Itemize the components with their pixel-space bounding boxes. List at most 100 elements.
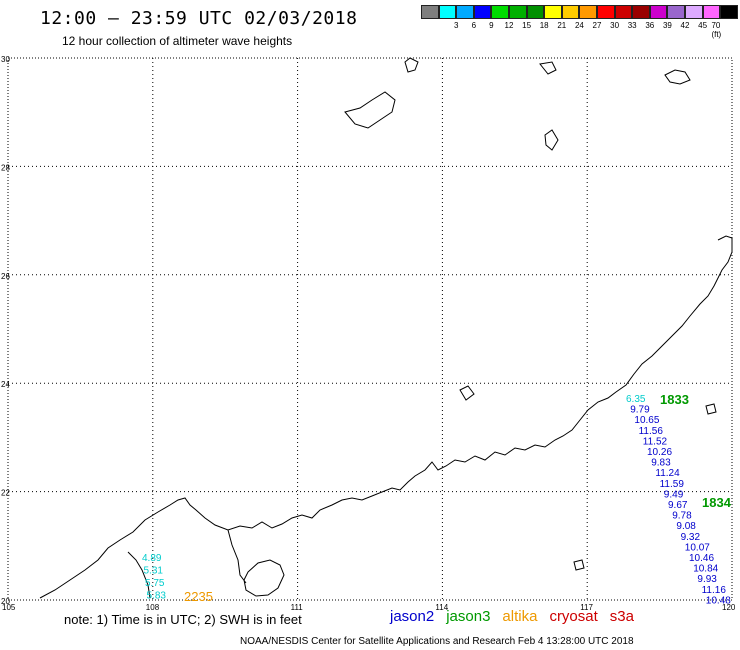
y-tick-22: 22	[1, 489, 10, 498]
y-tick-24: 24	[1, 380, 10, 389]
island-6	[459, 385, 475, 401]
legend-swatch-3	[473, 5, 492, 19]
west-track-value-2: 5.75	[145, 578, 165, 589]
legend-label-9: 30	[610, 21, 620, 30]
island-3	[539, 61, 557, 75]
legend-label-10: 33	[627, 21, 637, 30]
coastline-leizhou	[227, 529, 247, 584]
legend-swatch-0	[421, 5, 439, 19]
x-tick-114: 114	[435, 603, 448, 612]
legend-label-3: 12	[504, 21, 514, 30]
island-4	[544, 129, 559, 151]
west-track-value-0: 4.89	[142, 553, 162, 564]
legend-swatches	[421, 5, 738, 19]
legend-label-11: 36	[645, 21, 655, 30]
legend-labels: 3 6 9 12 15 18 21 24 27 30 33 36 39 42 45 70 (ft)	[421, 19, 738, 39]
coastline-gulf-tonkin	[127, 551, 151, 599]
east-track-value-7: 11.24	[655, 468, 680, 479]
legend-label-14: 45	[698, 21, 708, 30]
track-time-1834: 1834	[702, 495, 732, 510]
legend-swatch-8	[561, 5, 580, 19]
legend-swatch-12	[632, 5, 650, 19]
east-track-value-15: 10.46	[689, 553, 714, 564]
axis-ticks: 105 108 111 114 117 120 30 28 26 24 22 20	[1, 55, 736, 612]
east-track-value-19: 10.48	[706, 595, 731, 606]
east-track-value-2: 10.65	[634, 415, 659, 426]
x-tick-105: 105	[2, 603, 16, 612]
track-time-1833: 1833	[660, 392, 689, 407]
island-2	[344, 91, 396, 129]
east-track-value-9: 9.49	[664, 489, 684, 500]
legend-swatch-5	[508, 5, 527, 19]
satellite-cryosat: cryosat	[549, 608, 598, 625]
x-tick-111: 111	[291, 603, 304, 612]
island-5	[664, 69, 691, 85]
east-track-value-12: 9.08	[676, 521, 696, 532]
east-track-value-6: 9.83	[651, 458, 671, 469]
legend-swatch-9	[579, 5, 597, 19]
hainan-island	[243, 559, 285, 597]
west-track-value-3: 5.83	[147, 591, 167, 602]
legend-swatch-13	[649, 5, 668, 19]
color-legend: 3 6 9 12 15 18 21 24 27 30 33 36 39 42 45 70 (ft)	[421, 5, 738, 39]
note-text: note: 1) Time is in UTC; 2) SWH is in fe…	[64, 612, 302, 627]
coastline-mainland	[39, 251, 733, 599]
east-track-value-14: 10.07	[685, 542, 710, 553]
east-track-value-13: 9.32	[681, 532, 701, 543]
legend-swatch-6	[526, 5, 545, 19]
legend-label-15: 70 (ft)	[711, 21, 722, 39]
satellite-altika: altika	[502, 608, 538, 625]
legend-swatch-14	[667, 5, 685, 19]
east-track-value-3: 11.56	[639, 426, 664, 437]
legend-swatch-15	[684, 5, 703, 19]
legend-swatch-10	[596, 5, 615, 19]
y-tick-26: 26	[1, 272, 10, 281]
track-time-2235: 2235	[184, 589, 213, 604]
y-tick-28: 28	[1, 163, 10, 172]
map-frame	[7, 57, 733, 601]
east-track-value-4: 11.52	[643, 436, 668, 447]
legend-swatch-1	[438, 5, 457, 19]
east-track-value-5: 10.26	[647, 447, 672, 458]
satellite-jason2: jason2	[390, 608, 435, 625]
x-tick-117: 117	[580, 603, 593, 612]
east-track-value-1: 9.79	[630, 405, 650, 416]
satellite-jason3: jason3	[446, 608, 491, 625]
satellite-s3a: s3a	[609, 608, 634, 625]
legend-label-7: 24	[574, 21, 584, 30]
east-track-value-11: 9.78	[672, 511, 692, 522]
legend-label-2: 9	[489, 21, 494, 30]
legend-swatch-7	[544, 5, 562, 19]
x-tick-120: 120	[722, 603, 736, 612]
legend-label-13: 42	[680, 21, 690, 30]
legend-label-4: 15	[522, 21, 532, 30]
island-1	[404, 57, 419, 73]
map-title: 12:00 – 23:59 UTC 02/03/2018	[40, 8, 358, 29]
east-track-value-16: 10.84	[693, 564, 718, 575]
legend-label-8: 27	[592, 21, 602, 30]
legend-swatch-16	[702, 5, 721, 19]
y-tick-30: 30	[1, 55, 10, 64]
legend-label-6: 21	[557, 21, 567, 30]
east-track-value-10: 9.67	[668, 500, 688, 511]
satellite-list: jason2 jason3 altika cryosat s3a	[390, 608, 646, 625]
east-track-value-18: 11.16	[702, 585, 727, 596]
x-tick-108: 108	[146, 603, 160, 612]
legend-swatch-17	[720, 5, 738, 19]
island-8	[573, 559, 585, 571]
east-track-values: 6.359.7910.6511.5611.5210.269.8311.2411.…	[626, 394, 731, 606]
legend-label-12: 39	[662, 21, 672, 30]
legend-label-0: 3	[453, 21, 459, 30]
east-track-value-0: 6.35	[626, 394, 646, 405]
y-tick-20: 20	[1, 597, 10, 606]
map-subtitle: 12 hour collection of altimeter wave hei…	[62, 34, 293, 48]
taiwan-coast	[717, 235, 733, 252]
east-track-value-8: 11.59	[660, 479, 685, 490]
east-track-value-17: 9.93	[697, 574, 717, 585]
west-track-value-1: 5.31	[144, 566, 164, 577]
island-7	[705, 403, 717, 415]
grid-lines	[8, 58, 732, 600]
legend-swatch-11	[614, 5, 633, 19]
west-track-values: 4.89 5.315.75 5.83	[142, 553, 166, 602]
